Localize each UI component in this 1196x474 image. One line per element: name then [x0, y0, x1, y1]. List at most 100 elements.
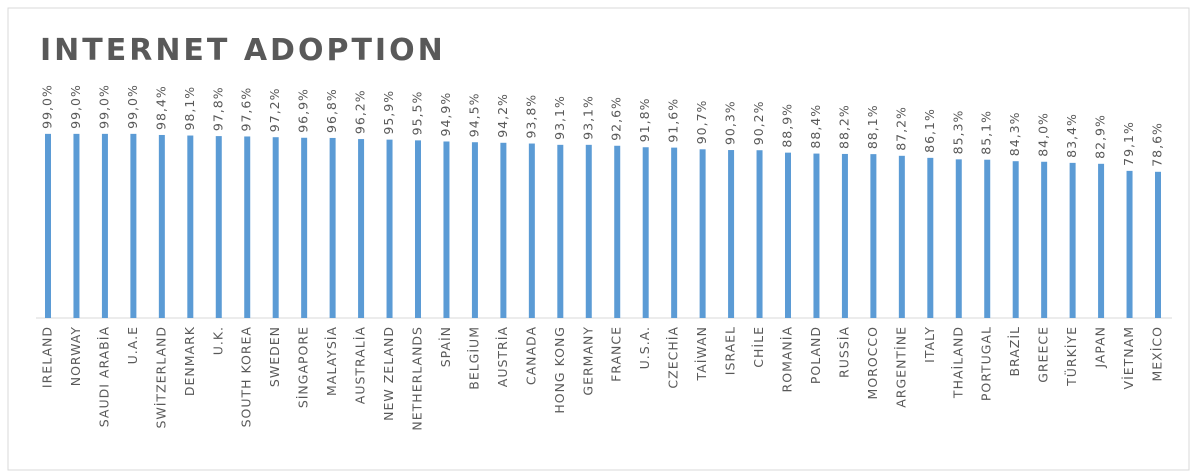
value-label: 96,8%	[324, 88, 339, 133]
value-label: 84,3%	[1007, 111, 1022, 156]
bar	[813, 153, 820, 318]
x-tick-label: GERMANY	[580, 326, 595, 396]
bar	[443, 141, 450, 318]
value-label: 88,9%	[780, 103, 795, 148]
bar	[101, 133, 108, 318]
bar	[1069, 162, 1076, 318]
value-label: 96,9%	[296, 88, 311, 133]
bar	[130, 133, 137, 318]
bar	[329, 137, 336, 318]
value-label: 93,1%	[580, 95, 595, 140]
value-label: 90,2%	[751, 101, 766, 146]
x-tick-label: SWİTZERLAND	[153, 326, 168, 429]
x-tick-label: U.S.A.	[637, 326, 652, 369]
value-label: 90,7%	[694, 100, 709, 145]
bar	[1126, 170, 1133, 318]
bar	[1155, 171, 1161, 318]
bar	[642, 147, 649, 318]
bar	[215, 136, 222, 318]
value-label: 98,4%	[153, 85, 168, 130]
bar	[728, 150, 735, 318]
bar	[1041, 161, 1048, 318]
bar	[415, 140, 421, 318]
value-label: 95,9%	[381, 90, 396, 135]
bar	[671, 147, 678, 318]
x-tick-label: SAUDI ARABİA	[96, 326, 111, 427]
x-tick-label: TAİWAN	[694, 326, 709, 381]
value-label: 91,6%	[666, 98, 681, 143]
bar	[1098, 163, 1105, 318]
bar	[984, 159, 991, 318]
x-tick-label: CHİLE	[751, 326, 766, 368]
bar	[73, 133, 80, 318]
x-tick-label: MALAYSİA	[324, 326, 339, 396]
value-label: 83,4%	[1064, 113, 1079, 158]
x-tick-label: SWEDEN	[267, 326, 282, 387]
x-tick-label: DENMARK	[182, 326, 197, 396]
x-tick-label: THAİLAND	[950, 326, 965, 399]
x-tick-label: CZECHİA	[666, 326, 681, 389]
x-tick-label: JAPAN	[1093, 326, 1108, 369]
x-tick-label: IRELAND	[40, 326, 55, 388]
x-tick-label: MEXİCO	[1150, 326, 1165, 382]
x-tick-label: SOUTH KOREA	[239, 326, 254, 427]
x-tick-label: BRAZİL	[1007, 326, 1022, 377]
bar	[272, 137, 279, 318]
value-label: 93,1%	[552, 95, 567, 140]
value-label: 99,0%	[125, 84, 140, 129]
value-label: 78,6%	[1150, 122, 1165, 167]
x-tick-label: ARGENTİNE	[893, 326, 908, 408]
value-label: 99,0%	[40, 84, 55, 129]
x-tick-label: NORWAY	[68, 326, 83, 386]
value-label: 94,5%	[466, 93, 481, 138]
bar	[244, 136, 251, 318]
bar	[785, 152, 791, 318]
value-label: 99,0%	[68, 84, 83, 129]
x-tick-label: ISRAEL	[723, 326, 738, 375]
x-tick-label: AUSTRALİA	[353, 326, 368, 404]
chart-title: INTERNET ADOPTION	[40, 33, 446, 68]
x-tick-label: RUSSİA	[836, 326, 851, 378]
value-label: 85,1%	[979, 110, 994, 155]
value-label: 98,1%	[182, 86, 197, 131]
x-tick-label: GREECE	[1036, 326, 1051, 383]
value-label: 84,0%	[1036, 112, 1051, 157]
x-tick-label: MOROCCO	[865, 326, 880, 399]
value-label: 95,5%	[410, 91, 425, 136]
bar	[557, 144, 564, 318]
bar	[301, 137, 308, 318]
x-tick-label: U.K.	[210, 326, 225, 355]
value-label: 97,8%	[210, 86, 225, 131]
bar	[585, 144, 592, 318]
x-tick-label: PORTUGAL	[979, 326, 994, 401]
bar	[45, 133, 51, 318]
x-tick-label: HONG KONG	[552, 326, 567, 414]
value-label: 88,1%	[865, 104, 880, 149]
bar	[187, 135, 194, 318]
value-label: 86,1%	[922, 108, 937, 153]
bar	[841, 153, 848, 318]
x-tick-label: SPAİN	[438, 326, 453, 367]
bar	[870, 154, 877, 318]
value-label: 93,8%	[523, 94, 538, 139]
bar	[386, 139, 393, 318]
x-tick-label: POLAND	[808, 326, 823, 384]
x-tick-label: U.A.E	[125, 326, 140, 364]
bar	[358, 139, 365, 318]
value-label: 94,9%	[438, 92, 453, 137]
bar	[955, 159, 962, 318]
x-tick-label: BELGİUM	[466, 326, 481, 390]
x-tick-label: ROMANİA	[780, 326, 795, 392]
value-label: 94,2%	[495, 93, 510, 138]
x-tick-label: FRANCE	[609, 326, 624, 382]
value-label: 97,2%	[267, 87, 282, 132]
bar	[614, 145, 621, 318]
value-label: 79,1%	[1121, 121, 1136, 166]
x-tick-label: SİNGAPORE	[296, 326, 311, 408]
bar	[500, 142, 507, 318]
x-tick-label: NEW ZELAND	[381, 326, 396, 421]
x-tick-label: VİETNAM	[1121, 326, 1136, 389]
value-label: 91,8%	[637, 98, 652, 143]
x-tick-label: TÜRKİYE	[1063, 326, 1079, 387]
